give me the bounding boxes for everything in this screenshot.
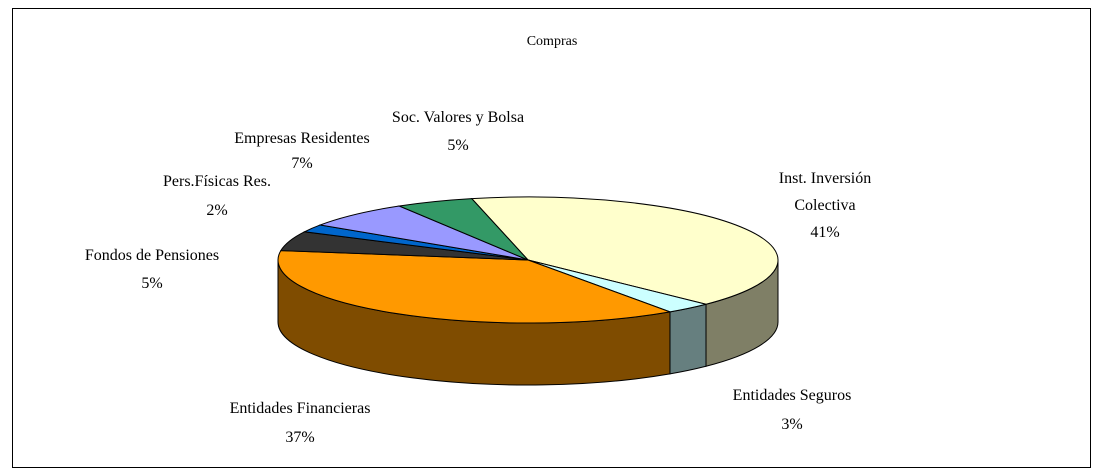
slice-value-label: 5% — [141, 275, 163, 292]
chart-title: Compras — [526, 34, 578, 49]
slice-value-label: 2% — [206, 202, 228, 219]
slice-label: Empresas Residentes — [234, 130, 370, 147]
slice-label: Inst. Inversión Colectiva — [778, 170, 872, 214]
slice-value-label: 7% — [291, 155, 313, 172]
slice-value-label: 41% — [810, 224, 840, 241]
slice — [397, 198, 529, 261]
slice-value-label: 5% — [447, 137, 469, 154]
slice — [277, 250, 672, 324]
slice-side — [669, 303, 707, 375]
slice — [470, 196, 779, 305]
slice — [318, 205, 529, 261]
slice-label: Entidades Seguros — [732, 387, 852, 404]
slice-value-label: 37% — [285, 429, 315, 446]
slice-label: Entidades Financieras — [229, 400, 371, 417]
slice-label: Fondos de Pensiones — [84, 247, 220, 264]
slice-label: Soc. Valores y Bolsa — [391, 109, 525, 126]
slice-value-label: 3% — [781, 416, 803, 433]
slice-label: Pers.Físicas Res. — [163, 173, 271, 190]
